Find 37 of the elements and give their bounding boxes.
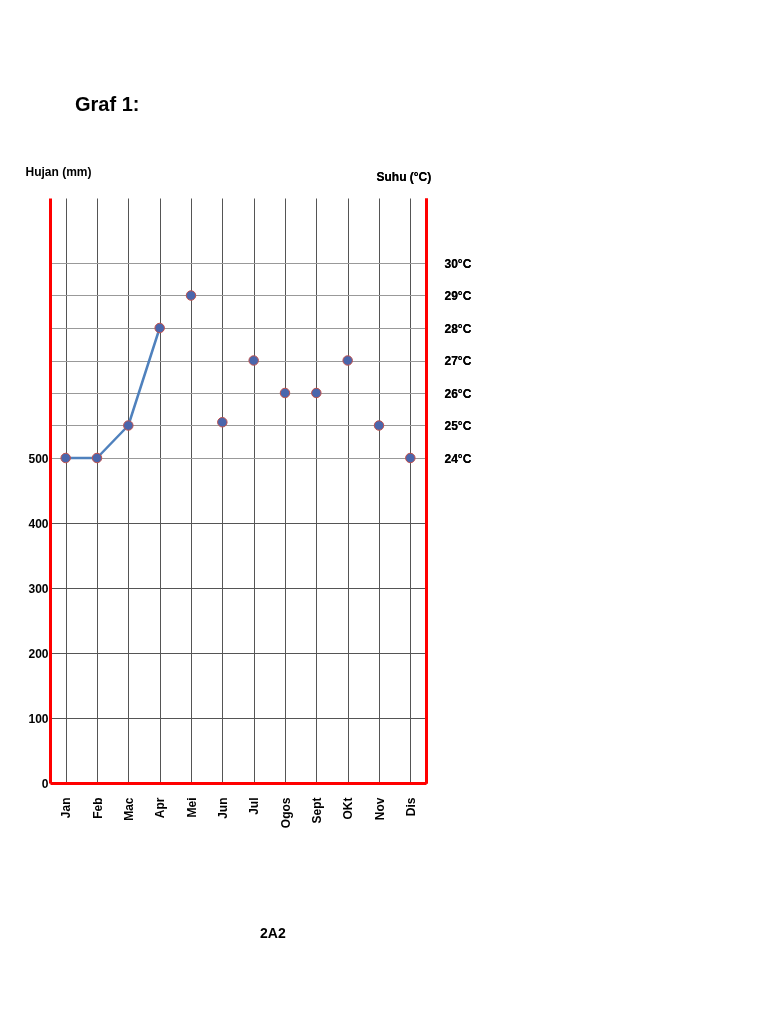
y2-tick-label: 25°C: [444, 419, 472, 433]
y-tick-label: 500: [28, 451, 49, 466]
x-tick-label: Jan: [59, 797, 74, 819]
y-tick-label: 0: [41, 776, 49, 791]
text: 2A2: [260, 925, 286, 941]
y-tick-label: 400: [28, 516, 49, 531]
x-tick-label: Jul: [247, 797, 262, 815]
x-tick-label: Mei: [184, 797, 199, 818]
x-tick-label: Sept: [309, 797, 324, 824]
point: [311, 387, 322, 399]
x-tick-label: Jun: [215, 797, 230, 819]
y-tick-label: 300: [28, 581, 49, 596]
point: [185, 290, 197, 301]
point: [217, 417, 228, 428]
x-tick-label: Apr: [153, 797, 168, 819]
point: [373, 420, 385, 431]
y2-tick-label: 27°C: [444, 354, 472, 368]
y2-tick-label: 29°C: [444, 289, 472, 303]
chart-title: Graf 1:: [75, 93, 140, 115]
point: [248, 355, 259, 366]
y2-tick-label: 30°C: [444, 256, 472, 271]
y-tick-label: 100: [28, 711, 49, 726]
x-tick-label: OKt: [341, 797, 356, 820]
x-tick-label: Ogos: [278, 797, 293, 829]
y-tick-label: 200: [28, 646, 49, 661]
x-tick-label: Nov: [372, 797, 387, 821]
point: [279, 387, 291, 399]
y2-tick-label: 26°C: [444, 386, 472, 401]
y2-tick-label: 28°C: [444, 321, 472, 336]
point: [405, 452, 416, 464]
x-tick-label: Feb: [90, 797, 105, 819]
y2-tick-label: 24°C: [444, 451, 472, 466]
x-tick-label: Mac: [121, 797, 136, 821]
y-axis-title: Hujan (mm): [25, 164, 92, 179]
point: [342, 355, 353, 366]
x-tick-label: Dis: [403, 797, 418, 817]
y2-axis-title: Suhu (°C): [376, 169, 432, 184]
